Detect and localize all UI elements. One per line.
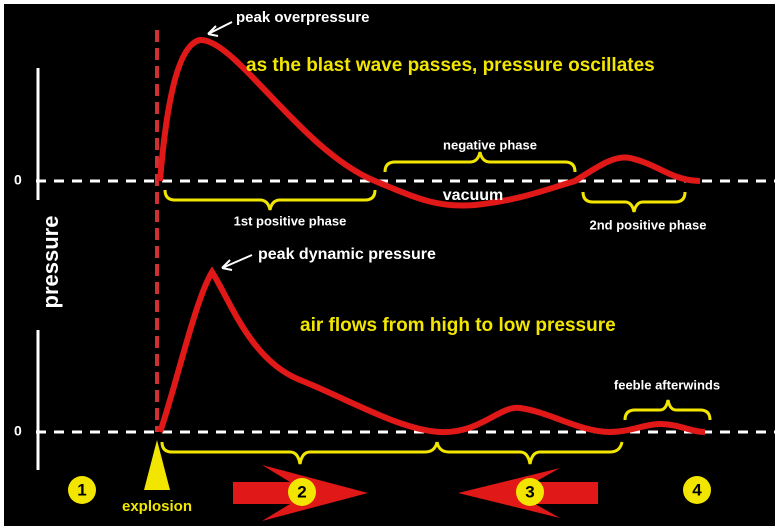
explosion-icon (144, 440, 170, 490)
zero-label: 0 (14, 423, 22, 439)
stage-markers: 1 2 3 4 (68, 476, 711, 506)
stage-number: 2 (297, 482, 306, 501)
pointer-arrow (221, 254, 253, 271)
background (4, 4, 775, 526)
stage-circle (516, 478, 544, 506)
overpressure-curve (157, 36, 701, 209)
stage-number: 3 (525, 482, 534, 501)
phase-label: 1st positive phase (234, 213, 347, 228)
stage-circle (68, 476, 96, 504)
stage-circle (288, 478, 316, 506)
phase-label: 2nd positive phase (589, 217, 706, 232)
dynamic-pressure-curve (157, 266, 706, 436)
explosion-label: explosion (122, 498, 192, 515)
phase-label: vacuum (443, 187, 503, 204)
headline: as the blast wave passes, pressure oscil… (246, 55, 655, 76)
stage-number: 4 (692, 480, 702, 499)
axis-label: pressure (38, 216, 63, 309)
braces (160, 151, 712, 465)
phase-label: feeble afterwinds (614, 377, 720, 392)
pointer-arrow (207, 21, 233, 37)
headline: air flows from high to low pressure (300, 315, 616, 336)
peak-label: peak overpressure (236, 9, 369, 26)
zero-label: 0 (14, 172, 22, 188)
phase-label: negative phase (443, 137, 537, 152)
stage-circle (683, 476, 711, 504)
peak-label: peak dynamic pressure (258, 246, 436, 263)
stage-number: 1 (77, 480, 86, 499)
